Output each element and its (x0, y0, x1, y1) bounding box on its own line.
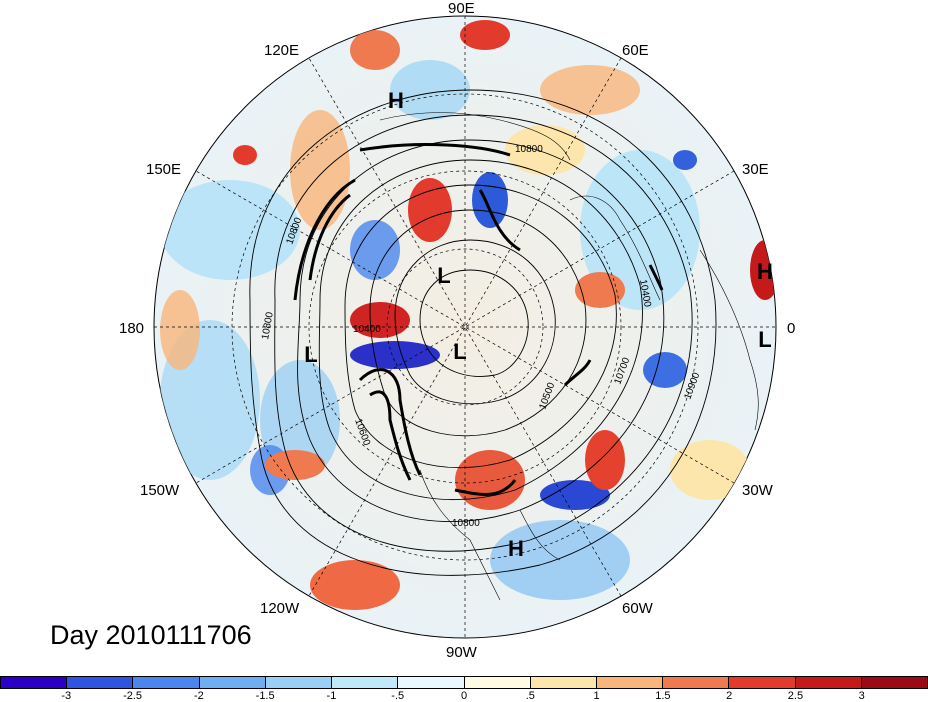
low-center-bering: L (304, 342, 317, 367)
colorbar-tick-label: -2.5 (123, 690, 143, 702)
colorbar-swatch (729, 677, 796, 688)
contour-label: 10400 (637, 279, 653, 309)
colorbar-swatch (199, 677, 266, 688)
high-center-siberia: H (388, 88, 404, 113)
lon-label-60w: 60W (622, 600, 653, 617)
contour-label: 10800 (260, 311, 276, 341)
lon-label-60e: 60E (622, 42, 649, 59)
high-center-europe: H (757, 259, 773, 284)
colorbar-swatch (530, 677, 597, 688)
high-center-caribbean: H (508, 536, 524, 561)
anomaly-shading (160, 20, 776, 610)
colorbar-swatch (1, 677, 68, 688)
contour-label: 10800 (515, 144, 543, 155)
colorbar-tick-label: 1.5 (655, 690, 671, 702)
low-center-arctic: L (453, 339, 466, 364)
colorbar-swatch (596, 677, 664, 688)
colorbar-tick-label: 2.5 (787, 690, 804, 702)
colorbar-swatch (861, 677, 928, 688)
lon-label-180: 180 (119, 320, 145, 337)
colorbar-tick-label: 3 (858, 690, 865, 702)
colorbar-swatch (663, 677, 730, 688)
lon-label-30w: 30W (742, 482, 773, 499)
lon-label-30e: 30E (742, 161, 769, 178)
colorbar-tick-label: .5 (525, 690, 535, 702)
contour-label: 10800 (452, 518, 480, 529)
colorbar-tick-label: -2 (193, 690, 204, 702)
colorbar-tick-label: -1 (326, 690, 337, 702)
colorbar-tick-label: 2 (726, 690, 733, 702)
graticule (154, 16, 776, 638)
colorbar-swatch (265, 677, 333, 688)
lon-label-150w: 150W (140, 482, 180, 499)
colorbar-swatch (398, 677, 465, 688)
colorbar: -3 -2.5 -2 -1.5 -1 -.5 0 .5 1 1.5 2 2.5 3 (0, 676, 928, 702)
day-title: Day 2010111706 (50, 620, 252, 650)
colorbar-swatch (67, 677, 134, 688)
low-center-atlantic: L (758, 327, 771, 352)
colorbar-swatch (795, 677, 862, 688)
jet-contours (293, 143, 664, 496)
coastlines (379, 112, 759, 601)
lon-label-90w: 90W (446, 644, 477, 661)
colorbar-tick-label: -.5 (391, 690, 405, 702)
colorbar-tick-label: 1 (593, 690, 600, 702)
colorbar-swatch (464, 677, 531, 688)
lon-label-0: 0 (787, 320, 796, 337)
lon-label-120e: 120E (264, 42, 300, 59)
lon-label-90e: 90E (448, 0, 475, 17)
colorbar-swatch (332, 677, 399, 688)
colorbar-swatch (133, 677, 200, 688)
pressure-centers: H H H L L L L (304, 88, 773, 561)
colorbar-tick-label: -1.5 (255, 690, 275, 702)
lon-label-120w: 120W (260, 600, 300, 617)
colorbar-tick-label: -3 (61, 690, 72, 702)
colorbar-tick-label: 0 (460, 690, 468, 702)
low-center-beaufort: L (437, 263, 450, 288)
colorbar-boxes (0, 676, 928, 689)
contour-label: 10400 (353, 324, 381, 335)
lon-label-150e: 150E (146, 161, 182, 178)
